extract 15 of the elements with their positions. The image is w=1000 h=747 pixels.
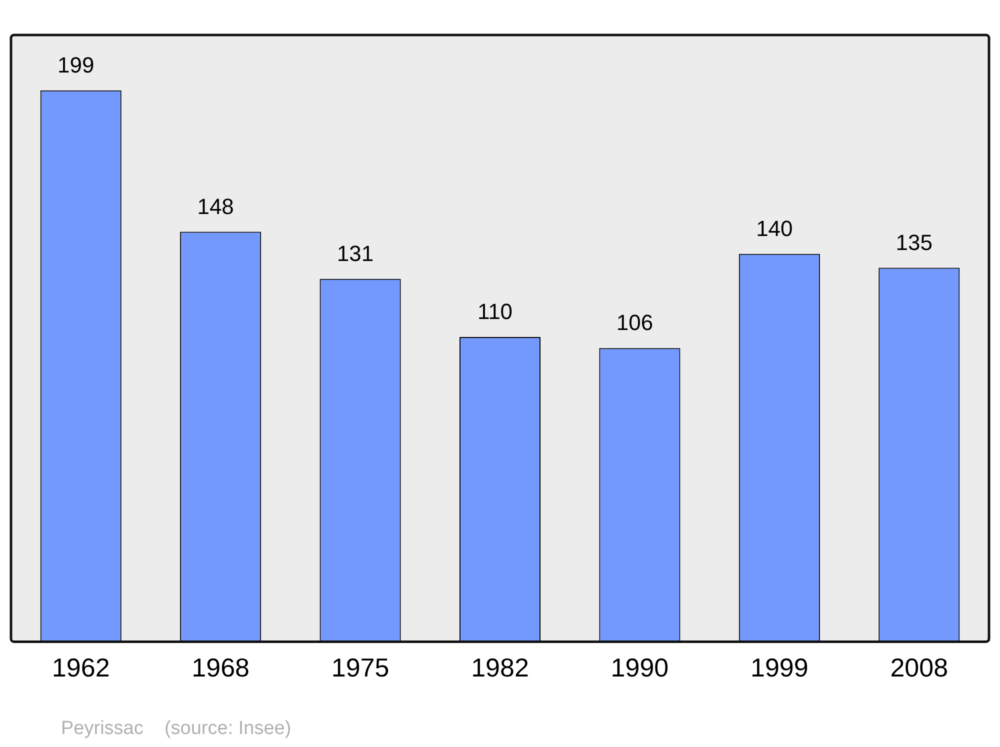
x-tick-label: 1990 xyxy=(610,652,669,683)
data-label: 140 xyxy=(756,216,793,241)
data-label: 110 xyxy=(477,299,513,324)
data-label: 148 xyxy=(197,194,234,219)
x-tick-label: 2008 xyxy=(890,652,948,683)
x-tick-label: 1962 xyxy=(52,652,110,683)
data-label: 135 xyxy=(896,230,932,255)
data-label: 131 xyxy=(336,240,374,266)
x-tick-label: 1999 xyxy=(750,652,808,683)
x-tick-label: 1975 xyxy=(331,652,390,683)
data-label: 106 xyxy=(616,310,654,336)
x-tick-label: 1982 xyxy=(471,652,529,683)
x-tick-label: 1968 xyxy=(192,652,250,683)
text: Peyrissac (source: Insee) xyxy=(61,718,292,740)
data-label: 199 xyxy=(58,52,94,78)
